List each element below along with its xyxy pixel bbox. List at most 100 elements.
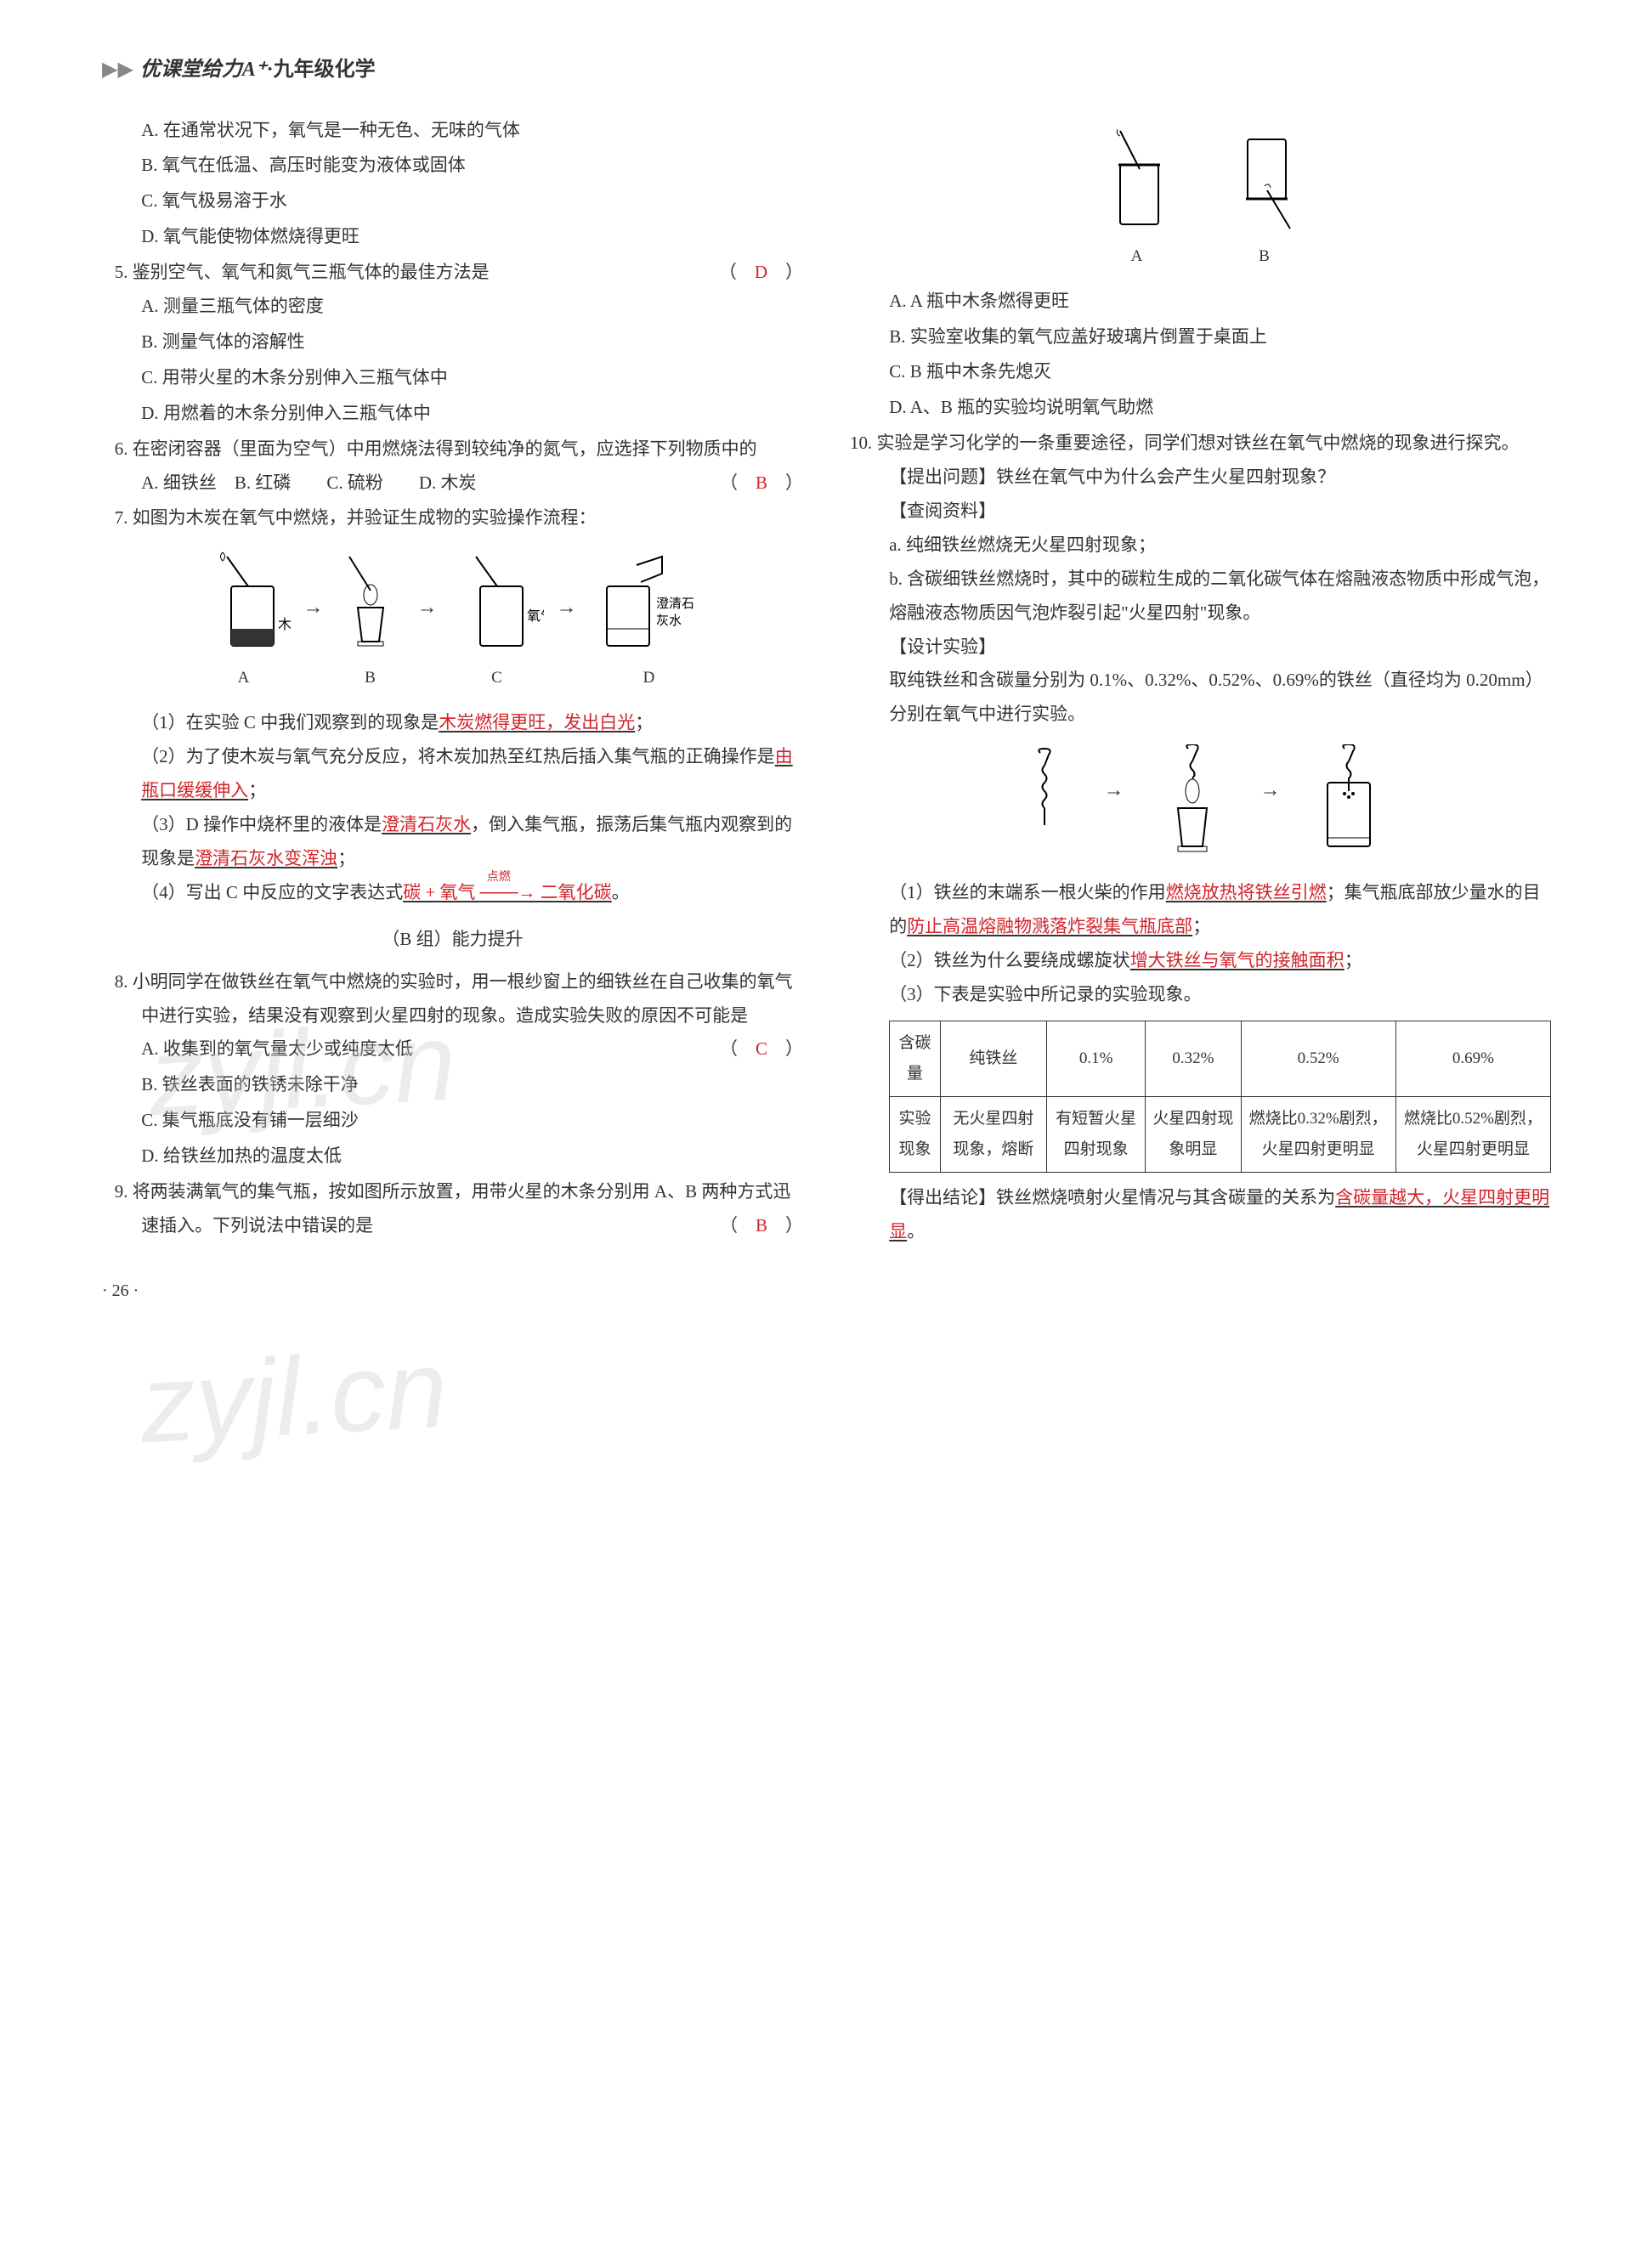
- q7-part4-pre: （4）写出 C 中反应的文字表达式: [141, 882, 403, 902]
- table-header-row: 含碳量 纯铁丝 0.1% 0.32% 0.52% 0.69%: [890, 1021, 1551, 1096]
- bottle-a-icon: 木炭: [197, 548, 291, 659]
- q9-text: 9. 将两装满氧气的集气瓶，按如图所示放置，用带火星的木条分别用 A、B 两种方…: [115, 1181, 791, 1236]
- th-01: 0.1%: [1046, 1021, 1146, 1096]
- q5-stem: 5. 鉴别空气、氧气和氮气三瓶气体的最佳方法是 （ D ）: [102, 256, 803, 290]
- q10-part1-pre: （1）铁丝的末端系一根火柴的作用: [889, 882, 1166, 902]
- td-label: 实验现象: [890, 1097, 941, 1173]
- iron-wire-icon: [1015, 744, 1074, 863]
- bottle-b-inverted-icon: [1226, 127, 1303, 237]
- q7-part3-answer1: 澄清石灰水: [382, 814, 471, 834]
- q10-conclusion-post: 。: [907, 1221, 925, 1241]
- q8-text: 8. 小明同学在做铁丝在氧气中燃烧的实验时，用一根纱窗上的细铁丝在自己收集的氧气…: [115, 971, 793, 1026]
- q5-text: 5. 鉴别空气、氧气和氮气三瓶气体的最佳方法是: [115, 262, 490, 282]
- q10-design-text: 取纯铁丝和含碳量分别为 0.1%、0.32%、0.52%、0.69%的铁丝（直径…: [850, 664, 1551, 732]
- q7-part3-post: ；: [337, 848, 355, 868]
- bottle-c-icon: 氧气: [450, 548, 544, 659]
- q7-part3: （3）D 操作中烧杯里的液体是澄清石灰水，倒入集气瓶，振荡后集气瓶内观察到的现象…: [102, 808, 803, 876]
- q10-part2: （2）铁丝为什么要绕成螺旋状增大铁丝与氧气的接触面积；: [850, 944, 1551, 978]
- q9-figure-row: A B: [850, 127, 1551, 272]
- q5-option-d: D. 用燃着的木条分别伸入三瓶气体中: [102, 397, 803, 431]
- limewater-label-1: 澄清石: [656, 597, 694, 611]
- q7-stem: 7. 如图为木炭在氧气中燃烧，并验证生成物的实验操作流程：: [102, 501, 803, 535]
- q10-ask: 【提出问题】铁丝在氧气中为什么会产生火星四射现象？: [850, 461, 1551, 495]
- q7-part2: （2）为了使木炭与氧气充分反应，将木炭加热至红热后插入集气瓶的正确操作是由瓶口缓…: [102, 740, 803, 808]
- lamp-ignite-icon: [1154, 744, 1231, 863]
- q5-answer-paren: （ D ）: [745, 256, 803, 290]
- arrow-icon: →: [1256, 772, 1285, 811]
- fig-d-label: D: [590, 663, 709, 693]
- q5-answer: D: [755, 262, 767, 282]
- fig-a-label: A: [197, 663, 291, 693]
- td-052: 燃烧比0.32%剧烈，火星四射更明显: [1241, 1097, 1395, 1173]
- q7-fig-b: B: [337, 548, 405, 693]
- q7-part3-answer2: 澄清石灰水变浑浊: [195, 848, 337, 868]
- td-01: 有短暂火星四射现象: [1046, 1097, 1146, 1173]
- q9-fig-a-label: A: [1099, 241, 1175, 272]
- q7-part1-post: ；: [635, 712, 653, 732]
- q10-design: 【设计实验】: [850, 631, 1551, 665]
- q5-option-c: C. 用带火星的木条分别伸入三瓶气体中: [102, 361, 803, 395]
- q10-part2-ans: 增大铁丝与氧气的接触面积: [1130, 950, 1344, 970]
- q6-stem: 6. 在密闭容器（里面为空气）中用燃烧法得到较纯净的氮气，应选择下列物质中的 （…: [102, 433, 803, 467]
- q9-option-a: A. A 瓶中木条燃得更旺: [850, 285, 1551, 319]
- q4-option-c: C. 氧气极易溶于水: [102, 184, 803, 218]
- header-subtitle: ·九年级化学: [267, 51, 376, 90]
- q6-answer: B: [756, 472, 767, 493]
- th-052: 0.52%: [1241, 1021, 1395, 1096]
- fig-c-label: C: [450, 663, 544, 693]
- q10-info-a: a. 纯细铁丝燃烧无火星四射现象；: [850, 529, 1551, 563]
- left-column: A. 在通常状况下，氧气是一种无色、无味的气体 B. 氧气在低温、高压时能变为液…: [102, 114, 803, 1249]
- th-032: 0.32%: [1146, 1021, 1241, 1096]
- q10-fig-2: [1154, 744, 1231, 863]
- q4-option-d: D. 氧气能使物体燃烧得更旺: [102, 220, 803, 254]
- oxygen-label: 氧气: [527, 608, 544, 624]
- q10-lookup: 【查阅资料】: [850, 495, 1551, 529]
- beaker-d-icon: 澄清石 灰水: [590, 548, 709, 659]
- q5-option-a: A. 测量三瓶气体的密度: [102, 290, 803, 324]
- q10-figure-row: → →: [850, 744, 1551, 863]
- q7-fig-c: 氧气 C: [450, 548, 544, 693]
- q7-part2-pre: （2）为了使木炭与氧气充分反应，将木炭加热至红热后插入集气瓶的正确操作是: [141, 746, 775, 766]
- q10-part1-ans2: 防止高温熔融物溅落炸裂集气瓶底部: [907, 916, 1192, 936]
- q10-conclusion: 【得出结论】铁丝燃烧喷射火星情况与其含碳量的关系为含碳量越大，火星四射更明显。: [850, 1181, 1551, 1249]
- charcoal-label: 木炭: [278, 617, 291, 632]
- right-column: A B A. A 瓶中木条燃得更旺 B. 实验室收集的氧气应盖好玻璃片倒置于桌面…: [850, 114, 1551, 1249]
- q7-part4-answer: 碳 + 氧气 点燃───→ 二氧化碳: [403, 882, 611, 902]
- q10-fig-1: [1015, 744, 1074, 863]
- q9-answer: B: [756, 1215, 767, 1236]
- q7-part4: （4）写出 C 中反应的文字表达式碳 + 氧气 点燃───→ 二氧化碳。: [102, 876, 803, 910]
- lamp-b-icon: [337, 548, 405, 659]
- watermark: zyjl.cn: [135, 1284, 453, 1510]
- q9-fig-a: A: [1099, 127, 1175, 272]
- page-header: ▶▶ 优课堂给力A⁺ ·九年级化学: [102, 51, 1551, 97]
- q7-part1-answer: 木炭燃得更旺，发出白光: [439, 712, 635, 732]
- q8-answer: C: [756, 1038, 767, 1059]
- q9-fig-b-label: B: [1226, 241, 1303, 272]
- q5-option-b: B. 测量气体的溶解性: [102, 325, 803, 359]
- q8-answer-paren: （ C ）: [746, 1032, 803, 1066]
- q4-option-b: B. 氧气在低温、高压时能变为液体或固体: [102, 149, 803, 183]
- q4-option-a: A. 在通常状况下，氧气是一种无色、无味的气体: [102, 114, 803, 148]
- q10-part3: （3）下表是实验中所记录的实验现象。: [850, 978, 1551, 1012]
- q10-part1-post: ；: [1192, 916, 1210, 936]
- q6-options: A. 细铁丝 B. 红磷 C. 硫粉 D. 木炭: [102, 467, 803, 501]
- bottle-burn-icon: [1310, 744, 1387, 863]
- header-title: 优课堂给力A⁺: [140, 51, 267, 90]
- q8-option-c: C. 集气瓶底没有铺一层细沙: [102, 1104, 803, 1138]
- arrow-icon: →: [413, 589, 442, 628]
- q8-option-d: D. 给铁丝加热的温度太低: [102, 1140, 803, 1174]
- q10-stem: 10. 实验是学习化学的一条重要途径，同学们想对铁丝在氧气中燃烧的现象进行探究。: [850, 427, 1551, 461]
- q7-part1: （1）在实验 C 中我们观察到的现象是木炭燃得更旺，发出白光；: [102, 706, 803, 740]
- header-arrow-icon: ▶▶: [102, 51, 133, 90]
- td-pure: 无火星四射现象，熔断: [940, 1097, 1046, 1173]
- content-columns: A. 在通常状况下，氧气是一种无色、无味的气体 B. 氧气在低温、高压时能变为液…: [102, 114, 1551, 1249]
- section-b-header: （B 组）能力提升: [102, 923, 803, 957]
- q10-info-b: b. 含碳细铁丝燃烧时，其中的碳粒生成的二氧化碳气体在熔融液态物质中形成气泡，熔…: [850, 563, 1551, 631]
- q7-part4-post: 。: [612, 882, 630, 902]
- fig-b-label: B: [337, 663, 405, 693]
- q8-stem: 8. 小明同学在做铁丝在氧气中燃烧的实验时，用一根纱窗上的细铁丝在自己收集的氧气…: [102, 965, 803, 1033]
- th-pure: 纯铁丝: [940, 1021, 1046, 1096]
- arrow-icon: →: [552, 589, 581, 628]
- limewater-label-2: 灰水: [656, 614, 682, 628]
- q9-answer-paren: （ B ）: [746, 1209, 803, 1243]
